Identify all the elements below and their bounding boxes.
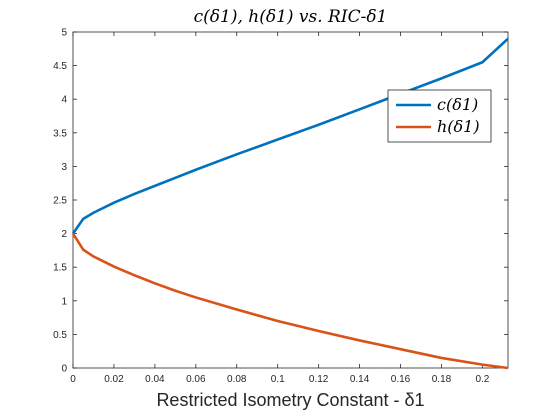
series-line-0 <box>71 37 509 235</box>
axes-box <box>72 31 509 369</box>
x-tick-label: 0 <box>70 374 76 385</box>
x-axis-label-text: Restricted Isometry Constant - δ1 <box>156 390 424 410</box>
y-tick-label: 5 <box>61 28 67 39</box>
y-tick-label: 4 <box>61 95 67 106</box>
y-tick-label: 1 <box>61 296 67 307</box>
legend-label: c(δ1) <box>437 95 478 114</box>
legend: c(δ1) h(δ1) <box>387 89 492 143</box>
x-tick-label: 0.04 <box>145 374 165 385</box>
y-tick-label: 1.5 <box>53 263 67 274</box>
y-tick-label: 2.5 <box>53 196 67 207</box>
title-text: c(δ1), h(δ1) vs. RIC-δ1 <box>194 7 388 27</box>
y-tick-label: 3 <box>61 162 67 173</box>
y-tick-label: 3.5 <box>53 128 67 139</box>
x-tick-label: 0.14 <box>350 374 370 385</box>
x-tick-label: 0.1 <box>271 374 285 385</box>
chart-title: c(δ1), h(δ1) vs. RIC-δ1 <box>194 7 388 27</box>
x-axis-ticks: 0 0.02 0.04 0.06 0.08 0.1 0.12 0.14 0.16 0.18 0.2 <box>70 32 490 385</box>
x-tick-label: 0.06 <box>186 374 206 385</box>
legend-label: h(δ1) <box>437 117 480 136</box>
series-lines <box>71 37 509 370</box>
legend-box <box>387 89 492 143</box>
x-tick-label: 0.16 <box>391 374 411 385</box>
y-tick-label: 2 <box>61 229 67 240</box>
x-axis-label: Restricted Isometry Constant - δ1 <box>156 390 424 410</box>
x-tick-label: 0.12 <box>309 374 329 385</box>
x-tick-label: 0.2 <box>475 374 489 385</box>
x-tick-label: 0.02 <box>104 374 124 385</box>
y-tick-label: 4.5 <box>53 61 67 72</box>
series-line-1 <box>71 232 509 370</box>
y-tick-label: 0 <box>61 364 67 375</box>
y-tick-label: 0.5 <box>53 330 67 341</box>
x-tick-label: 0.08 <box>227 374 247 385</box>
x-tick-label: 0.18 <box>432 374 452 385</box>
